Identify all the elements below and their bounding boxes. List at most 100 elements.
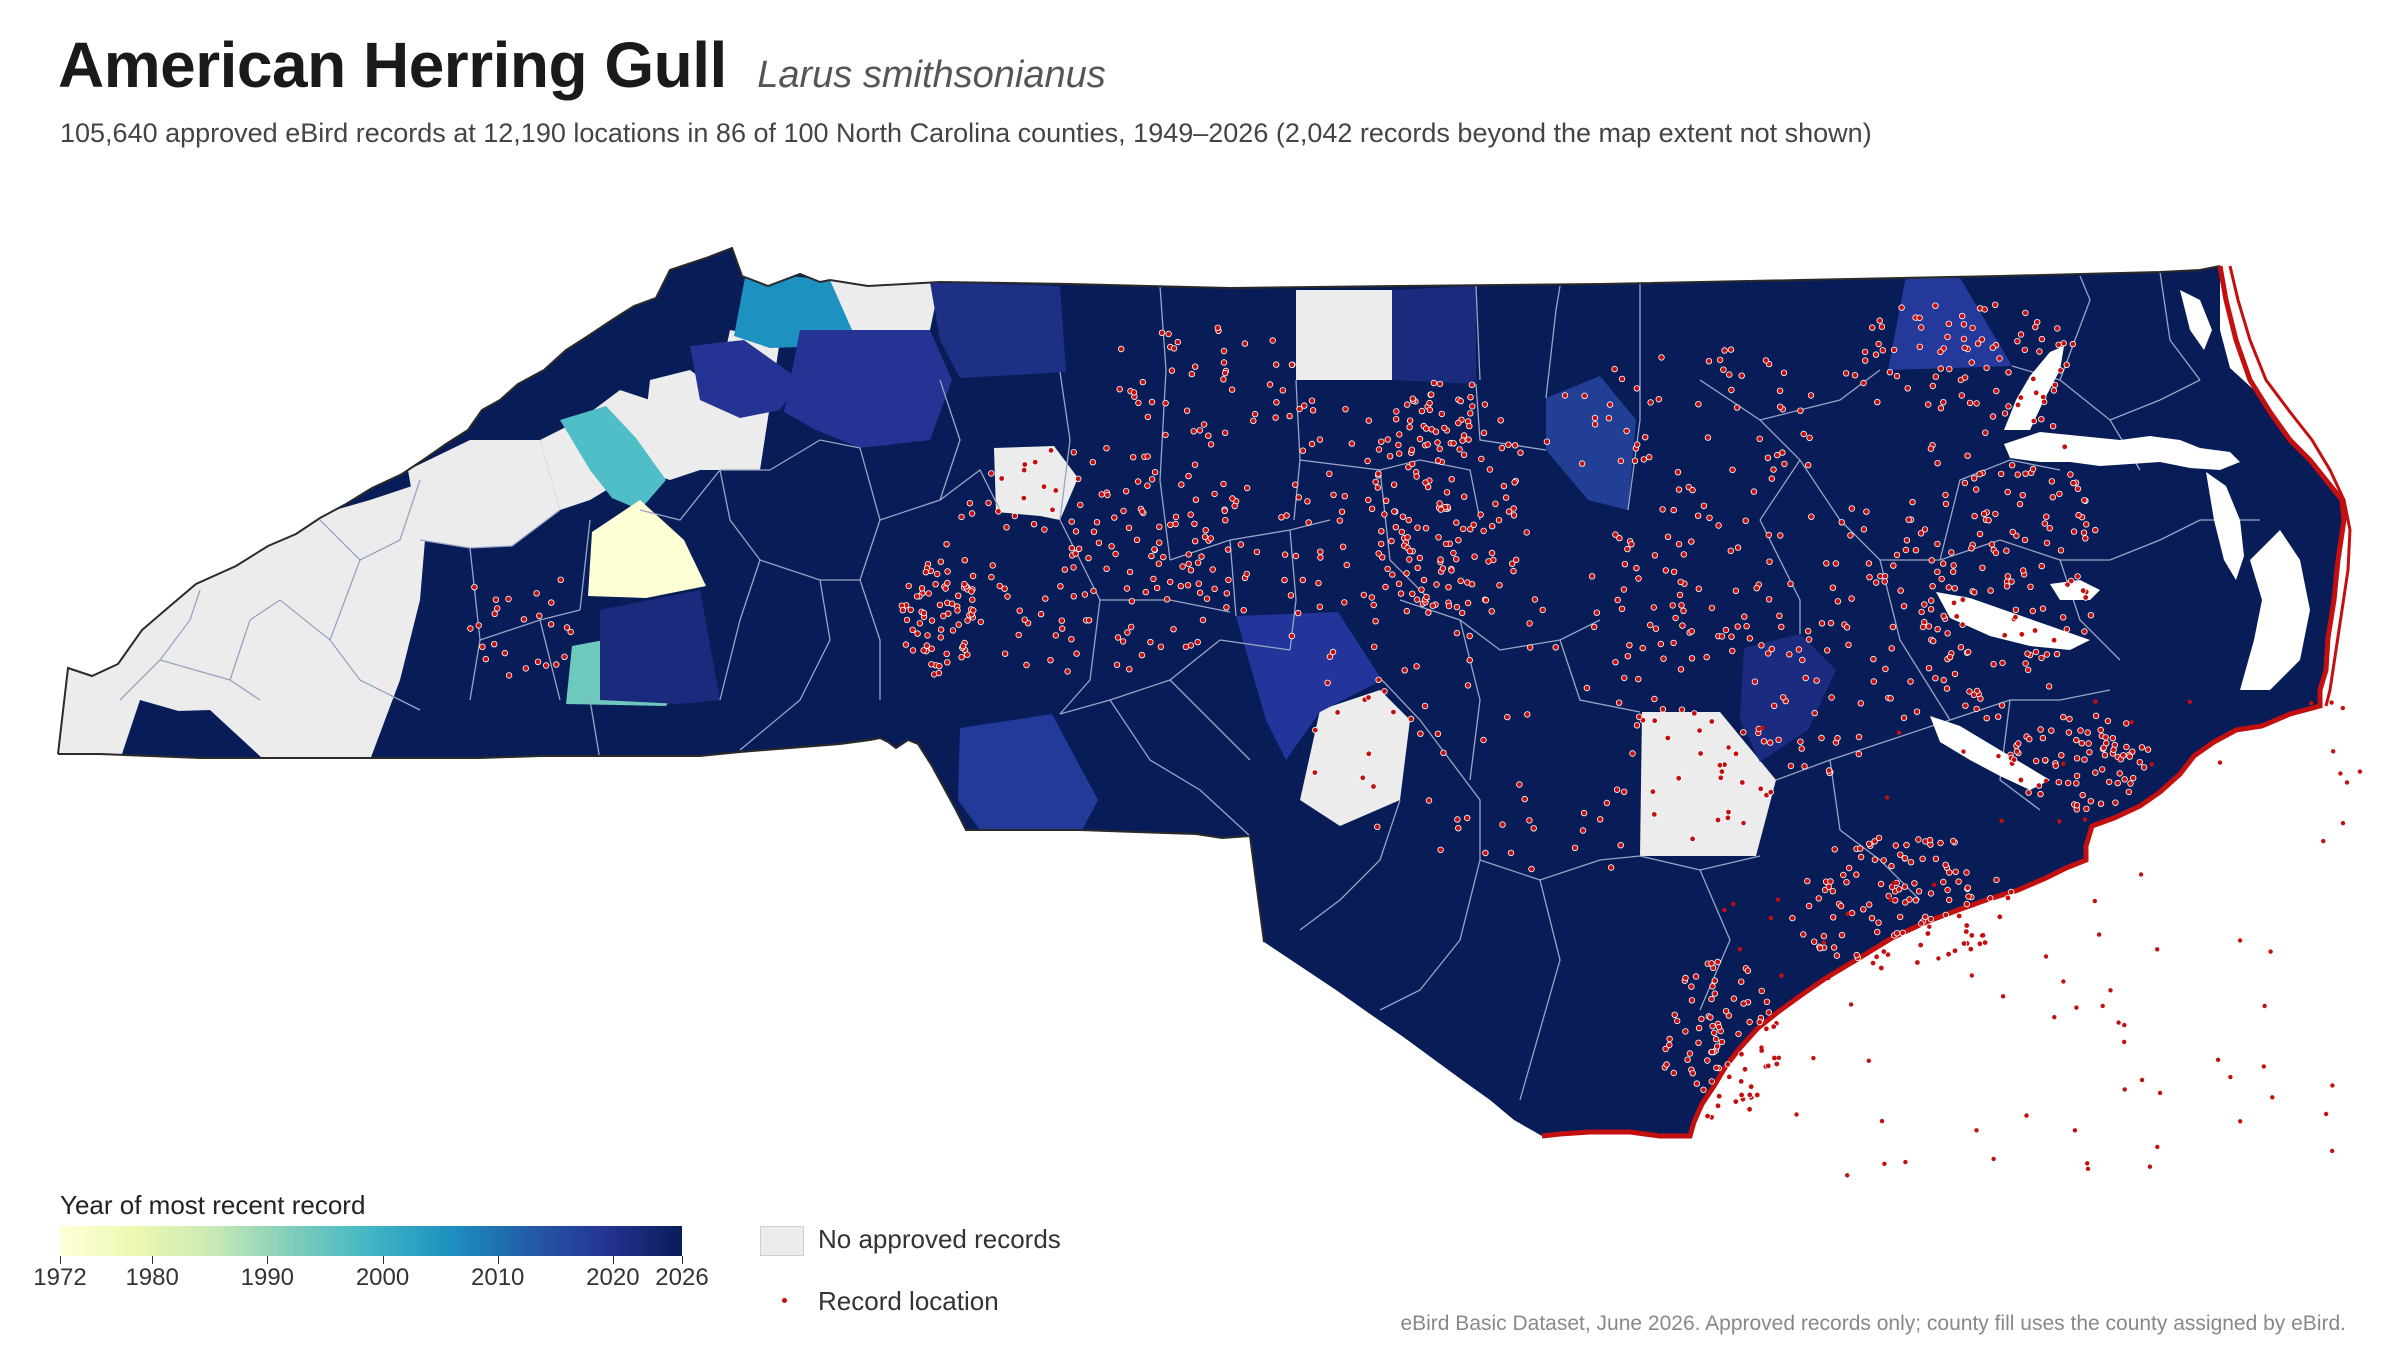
record-location-dot [1144, 413, 1151, 421]
record-location-dot [1409, 590, 1416, 597]
record-location-dot [1963, 928, 1970, 935]
record-location-dot [2070, 479, 2077, 487]
record-location-dot [1450, 549, 1457, 557]
record-location-dot [1201, 533, 1209, 540]
record-location-dot [1925, 623, 1933, 630]
record-location-dot [1453, 603, 1461, 611]
colorbar-tick [152, 1256, 154, 1264]
record-location-dot [1425, 609, 1432, 616]
record-location-dot [1103, 565, 1110, 572]
record-location-dot [1497, 417, 1504, 424]
record-location-dot [1982, 429, 1989, 436]
record-location-dot [1670, 506, 1677, 514]
record-location-dot [924, 632, 931, 639]
record-location-dot [1603, 799, 1611, 807]
record-location-dot [2049, 423, 2057, 430]
record-location-dot [471, 584, 478, 591]
record-location-dot [2032, 648, 2040, 656]
record-location-dot [2129, 774, 2137, 782]
record-location-dot [1342, 406, 1349, 413]
record-location-dot [2061, 443, 2068, 450]
record-location-dot [1122, 488, 1130, 495]
record-location-dot [1880, 857, 1887, 864]
offshore-record-dot [1979, 933, 1985, 938]
record-location-dot [1969, 324, 1976, 332]
year-colorbar [60, 1226, 682, 1256]
record-location-dot [1618, 375, 1626, 383]
record-location-dot [1467, 394, 1474, 401]
record-location-dot [1422, 479, 1429, 486]
offshore-record-dot [1996, 753, 2001, 759]
record-location-dot [937, 634, 944, 641]
record-location-dot [964, 617, 971, 624]
record-location-dot [1734, 623, 1741, 630]
record-location-dot [1733, 404, 1741, 411]
record-location-dot [1729, 647, 1736, 655]
record-location-dot [1937, 405, 1945, 412]
colorbar-tick-label: 1980 [125, 1264, 179, 1291]
record-location-dot [1992, 549, 2000, 557]
record-location-dot [2048, 727, 2055, 734]
record-location-dot [1670, 568, 1678, 575]
record-location-dot [928, 617, 936, 624]
offshore-record-dot [2344, 780, 2350, 785]
record-location-dot [1004, 593, 1011, 600]
record-location-dot [1961, 344, 1968, 351]
offshore-record-dot [2237, 938, 2243, 943]
record-location-dot [1185, 560, 1192, 568]
record-location-dot [928, 661, 935, 668]
record-location-dot [1126, 568, 1134, 576]
record-location-dot [1662, 567, 1669, 574]
record-location-dot [1801, 763, 1808, 770]
record-location-dot [1714, 958, 1721, 966]
record-location-dot [2054, 325, 2061, 332]
record-location-dot [1901, 883, 1908, 890]
record-location-dot [1728, 386, 1735, 394]
record-location-dot [1730, 995, 1738, 1002]
record-location-dot [1074, 475, 1082, 482]
offshore-record-dot [1731, 901, 1736, 907]
record-location-dot [2046, 525, 2053, 532]
record-location-dot [1811, 709, 1818, 717]
record-location-dot [1579, 827, 1587, 834]
offshore-record-dot [1759, 1045, 1764, 1050]
record-location-dot [1718, 633, 1726, 640]
record-location-dot [2110, 746, 2117, 753]
offshore-record-dot [2331, 749, 2336, 754]
record-location-dot [1966, 399, 1974, 407]
record-location-dot [2116, 770, 2123, 777]
record-location-dot [1840, 871, 1847, 879]
record-location-dot [1716, 356, 1724, 364]
record-location-dot [1311, 769, 1319, 776]
record-location-dot [1496, 582, 1503, 589]
record-location-dot [1953, 613, 1960, 620]
record-location-dot [1273, 399, 1280, 406]
record-location-dot [1944, 333, 1951, 341]
record-location-dot [1126, 666, 1133, 673]
record-location-dot [1510, 567, 1517, 575]
record-location-dot [1593, 609, 1600, 616]
record-location-dot [1955, 878, 1962, 885]
record-location-dot [2079, 791, 2086, 799]
offshore-record-dot [1888, 897, 1893, 902]
record-location-dot [1072, 550, 1079, 557]
record-location-dot [1077, 501, 1084, 509]
record-location-dot [1196, 589, 1204, 596]
offshore-record-dot [1726, 745, 1731, 750]
record-location-dot [1466, 422, 1473, 430]
record-location-dot [1742, 517, 1749, 524]
record-location-dot [1932, 855, 1940, 862]
record-location-dot [1528, 865, 1535, 873]
record-location-dot [1015, 631, 1022, 639]
record-location-dot [2037, 790, 2044, 798]
record-location-dot [1800, 931, 1807, 938]
record-location-dot [1375, 446, 1383, 453]
offshore-record-dot [1737, 947, 1743, 952]
record-location-dot [561, 653, 568, 660]
record-location-dot [1374, 484, 1381, 491]
record-location-dot [1766, 558, 1773, 565]
record-location-dot [1404, 534, 1411, 541]
record-location-dot [1999, 659, 2006, 667]
record-location-dot [1343, 561, 1350, 569]
record-location-dot [1866, 574, 1873, 581]
